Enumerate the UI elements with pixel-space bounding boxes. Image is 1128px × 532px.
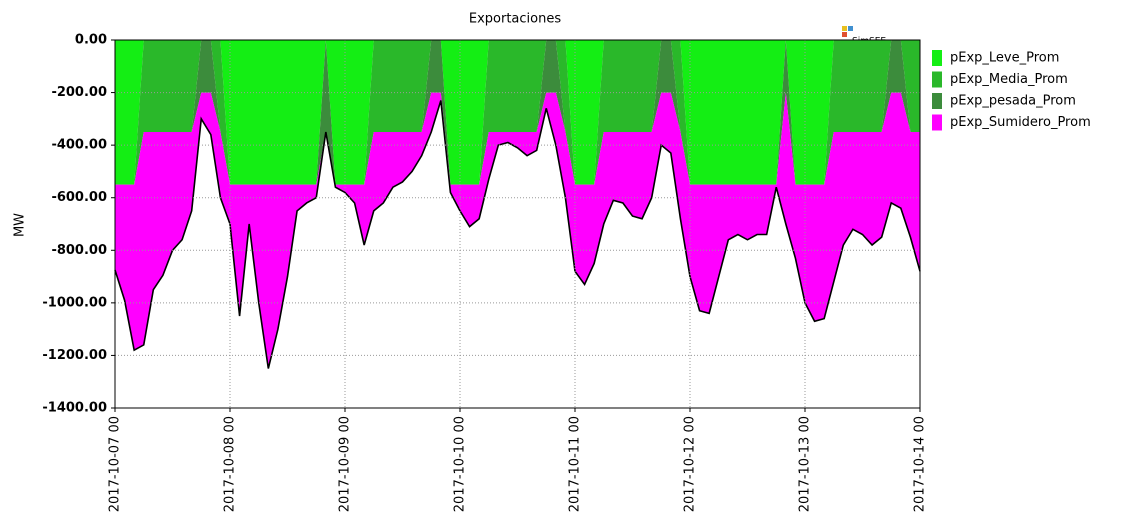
logo-icon	[842, 32, 847, 37]
logo-icon	[848, 26, 853, 31]
legend-swatch	[932, 71, 942, 88]
legend-swatch	[932, 93, 942, 109]
area	[115, 40, 920, 185]
x-tick-label: 2017-10-12 00	[683, 416, 698, 512]
x-tick-label: 2017-10-09 00	[338, 416, 353, 512]
y-tick-label: -200.00	[51, 85, 107, 100]
chart-title: Exportaciones	[469, 12, 561, 27]
y-tick-label: -600.00	[51, 190, 107, 205]
x-tick-label: 2017-10-08 00	[223, 416, 238, 512]
y-tick-label: -400.00	[51, 138, 107, 153]
legend-label: pExp_Leve_Prom	[950, 51, 1059, 66]
area	[115, 40, 920, 185]
y-tick-label: -800.00	[51, 243, 107, 258]
x-tick-label: 2017-10-11 00	[568, 416, 583, 512]
y-tick-label: -1200.00	[42, 348, 107, 363]
legend-label: pExp_Sumidero_Prom	[950, 115, 1091, 130]
legend-swatch	[932, 50, 942, 66]
plot-border	[114, 39, 921, 409]
y-tick-label: -1400.00	[42, 401, 107, 416]
y-tick-label: -1000.00	[42, 295, 107, 310]
legend-swatch	[932, 114, 942, 131]
legend-label: pExp_pesada_Prom	[950, 94, 1076, 109]
logo-icon	[842, 26, 847, 31]
y-axis-label: MW	[13, 213, 28, 237]
x-tick-label: 2017-10-14 00	[913, 416, 928, 512]
y-tick-label: 0.00	[75, 33, 107, 48]
x-tick-label: 2017-10-13 00	[798, 416, 813, 512]
x-tick-label: 2017-10-10 00	[453, 416, 468, 512]
x-tick-label: 2017-10-07 00	[108, 416, 123, 512]
total-outline	[114, 100, 921, 369]
legend-label: pExp_Media_Prom	[950, 72, 1068, 87]
